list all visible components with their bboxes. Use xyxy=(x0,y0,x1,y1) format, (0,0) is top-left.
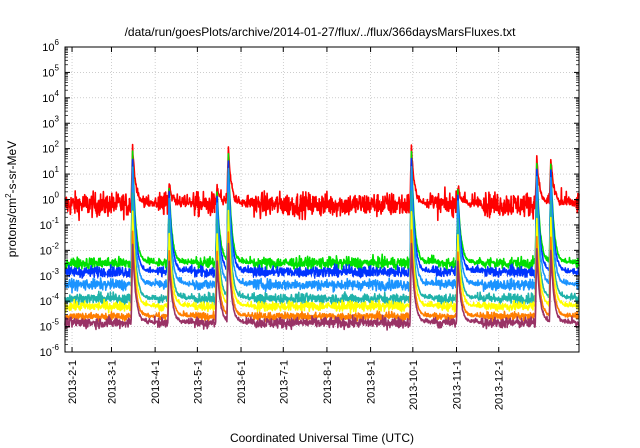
y-tick-label-exponent: 0 xyxy=(55,191,60,200)
series-line xyxy=(64,229,580,323)
y-tick-label: 10-2 xyxy=(40,241,60,257)
y-axis: 10-610-510-410-310-210-11001011021031041… xyxy=(40,38,579,359)
x-axis: 2013-2-1 2013-3-1 2013-4-1 2013-5-1 2013-6-1… xyxy=(67,47,506,410)
x-tick-label: 2013-12-1 xyxy=(494,360,506,410)
y-tick-label: 100 xyxy=(42,191,59,207)
series-line xyxy=(64,157,580,281)
y-tick-label-base: 10 xyxy=(40,245,52,257)
y-axis-label: protons/cm2-s-sr-MeV xyxy=(4,141,19,257)
y-axis-label-sup: 2 xyxy=(4,193,13,198)
y-tick-label-exponent: 5 xyxy=(55,63,60,72)
y-tick-label-exponent: 4 xyxy=(55,89,60,98)
y-tick-label-base: 10 xyxy=(42,118,54,130)
y-tick-label-exponent: 3 xyxy=(55,114,60,123)
y-tick-label-base: 10 xyxy=(42,42,54,54)
series-line xyxy=(64,209,580,315)
y-tick-label-base: 10 xyxy=(40,296,52,308)
series-lines xyxy=(64,143,580,331)
y-tick-label-base: 10 xyxy=(42,195,54,207)
y-tick-label-exponent: -2 xyxy=(52,241,60,250)
y-tick-label-exponent: 6 xyxy=(55,38,60,47)
y-tick-label-exponent: -3 xyxy=(52,267,60,276)
series-line xyxy=(64,150,580,273)
y-axis-label-prefix: protons/cm xyxy=(5,198,19,257)
y-tick-label: 106 xyxy=(42,38,59,54)
y-tick-label-base: 10 xyxy=(42,144,54,156)
y-tick-label-exponent: -5 xyxy=(52,318,60,327)
x-tick-label: 2013-11-1 xyxy=(451,360,463,409)
y-tick-label: 101 xyxy=(42,165,59,181)
y-tick-label-exponent: 2 xyxy=(55,140,60,149)
series-line xyxy=(64,242,580,331)
x-tick-label: 2013-2-1 xyxy=(67,360,79,404)
x-tick-label: 2013-8-1 xyxy=(322,360,334,404)
series-line xyxy=(64,185,580,285)
x-tick-label: 2013-6-1 xyxy=(236,360,248,404)
y-tick-label: 10-1 xyxy=(40,216,60,232)
series-line xyxy=(64,143,580,222)
y-tick-label-exponent: -6 xyxy=(52,343,60,352)
y-tick-label-base: 10 xyxy=(40,347,52,359)
y-tick-label-base: 10 xyxy=(42,67,54,79)
y-tick-label-base: 10 xyxy=(40,322,52,334)
y-tick-label-base: 10 xyxy=(42,169,54,181)
y-tick-label-exponent: 1 xyxy=(55,165,60,174)
chart-title: /data/run/goesPlots/archive/2014-01-27/f… xyxy=(125,25,517,39)
y-tick-label: 104 xyxy=(42,89,59,105)
y-tick-label-base: 10 xyxy=(40,271,52,283)
y-tick-label: 10-3 xyxy=(40,267,60,283)
y-tick-label: 103 xyxy=(42,114,59,130)
x-tick-label: 2013-7-1 xyxy=(278,360,290,404)
y-tick-label-exponent: -1 xyxy=(52,216,60,225)
y-tick-label: 105 xyxy=(42,63,59,79)
series-line xyxy=(64,166,580,294)
x-tick-label: 2013-10-1 xyxy=(408,360,420,410)
y-tick-label: 10-4 xyxy=(40,292,60,308)
x-tick-label: 2013-3-1 xyxy=(106,360,118,404)
y-tick-label-exponent: -4 xyxy=(52,292,60,301)
y-tick-label: 102 xyxy=(42,140,59,156)
x-axis-label: Coordinated Universal Time (UTC) xyxy=(230,431,414,445)
x-tick-label: 2013-5-1 xyxy=(192,360,204,404)
x-tick-label: 2013-4-1 xyxy=(150,360,162,404)
y-axis-label-suffix: -s-sr-MeV xyxy=(5,141,19,194)
y-tick-label: 10-6 xyxy=(40,343,60,359)
x-tick-label: 2013-9-1 xyxy=(366,360,378,404)
y-tick-label-base: 10 xyxy=(42,93,54,105)
y-tick-label: 10-5 xyxy=(40,318,60,334)
y-tick-label-base: 10 xyxy=(40,220,52,232)
